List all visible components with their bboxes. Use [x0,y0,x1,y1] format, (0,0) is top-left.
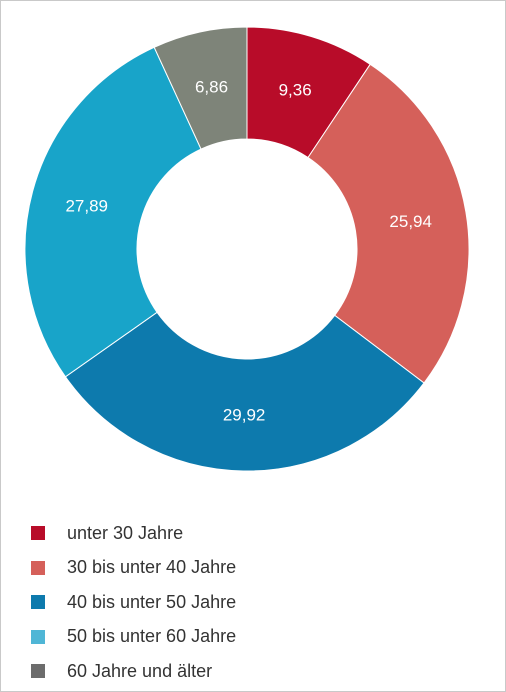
legend-swatch [31,664,45,679]
legend-label: 60 Jahre und älter [67,660,213,681]
slice-value-label: 27,89 [65,196,108,215]
donut-slice [24,46,202,378]
legend: unter 30 Jahre 30 bis unter 40 Jahre 40 … [31,516,236,689]
donut-slice [307,63,470,384]
legend-label: 50 bis unter 60 Jahre [67,626,237,647]
legend-item: 60 Jahre und älter [31,654,236,689]
slice-value-label: 9,36 [279,81,312,100]
donut-slice [64,311,425,472]
donut-chart: 9,36 25,94 29,92 27,89 6,86 [24,26,470,472]
legend-label: 30 bis unter 40 Jahre [67,557,237,578]
legend-label: 40 bis unter 50 Jahre [67,591,237,612]
legend-swatch [31,526,45,541]
slice-value-label: 25,94 [389,212,432,231]
legend-item: 50 bis unter 60 Jahre [31,620,236,655]
slice-value-label: 29,92 [223,405,266,424]
legend-item: 30 bis unter 40 Jahre [31,551,236,586]
slice-value-label: 6,86 [195,77,228,96]
legend-label: unter 30 Jahre [67,522,184,543]
legend-swatch [31,629,45,644]
legend-swatch [31,560,45,575]
legend-item: unter 30 Jahre [31,516,236,551]
legend-item: 40 bis unter 50 Jahre [31,585,236,620]
legend-swatch [31,595,45,610]
donut-slice [153,26,248,150]
